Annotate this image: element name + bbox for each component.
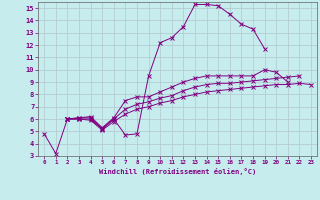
X-axis label: Windchill (Refroidissement éolien,°C): Windchill (Refroidissement éolien,°C) xyxy=(99,168,256,175)
